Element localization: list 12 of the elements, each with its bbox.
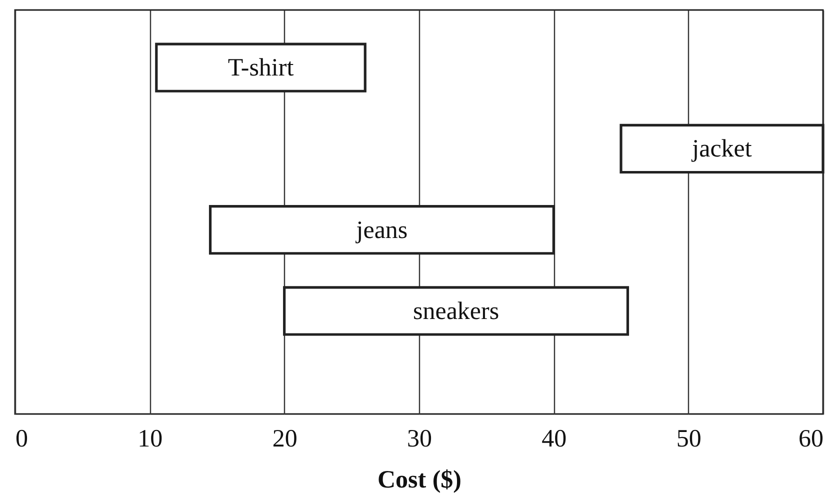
- x-tick-label: 40: [542, 426, 567, 452]
- x-tick-label: 50: [676, 426, 702, 452]
- y-tick-label: jeans: [355, 216, 408, 244]
- x-tick-label: 0: [16, 426, 28, 452]
- x-tick-label: 60: [798, 426, 824, 452]
- y-tick-label: sneakers: [412, 298, 500, 325]
- x-axis-title: Cost ($): [377, 466, 462, 494]
- y-tick-label: T-shirt: [228, 54, 294, 82]
- y-tick-label: jacket: [691, 136, 752, 163]
- x-tick-label: 20: [272, 426, 298, 452]
- x-tick-label: 10: [138, 426, 163, 452]
- x-tick-label: 30: [407, 426, 432, 452]
